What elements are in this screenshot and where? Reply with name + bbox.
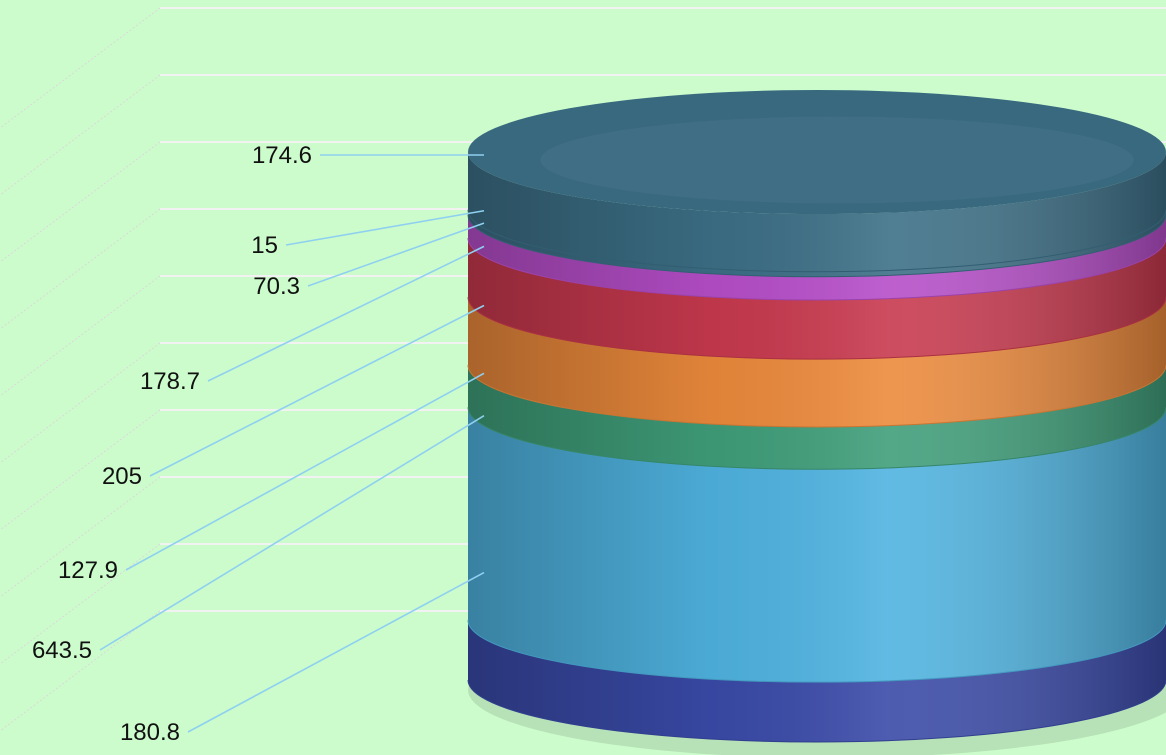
cylinder-segment: [467, 620, 1166, 743]
gridline-diagonal: [0, 342, 161, 464]
leader-line: [207, 245, 485, 382]
data-label: 178.7: [140, 368, 200, 395]
leader-line: [125, 372, 485, 571]
cylinder-top: [468, 90, 1166, 214]
segment-shading: [468, 214, 1166, 300]
segment-rim: [467, 297, 1166, 360]
segment-shading: [468, 152, 1166, 272]
segment-rim: [467, 237, 1166, 301]
cylinder-segment: [467, 407, 1166, 683]
segment-rim: [467, 620, 1166, 683]
segment-rim: [467, 679, 1166, 743]
cylinder-top-highlight: [540, 116, 1134, 204]
gridline-diagonal: [0, 141, 161, 263]
leader-line: [187, 571, 485, 733]
cylinder-segment: [467, 297, 1166, 428]
cylinder-segment: [467, 364, 1166, 470]
data-label: 174.6: [252, 142, 312, 169]
segment-shading: [468, 237, 1166, 360]
cylinder-body: [467, 90, 1166, 755]
data-label: 180.8: [120, 719, 180, 746]
data-labels: 180.8 643.5 127.9 205 178.7 70.3 15 174.6: [32, 142, 485, 746]
cylinder-segment: [467, 237, 1166, 360]
segment-rim: [467, 214, 1166, 278]
data-label: 127.9: [58, 557, 118, 584]
data-label: 205: [102, 463, 142, 490]
segment-shading: [468, 407, 1166, 683]
leader-line: [149, 304, 485, 477]
data-label: 15: [251, 232, 278, 259]
data-label: 70.3: [253, 273, 300, 300]
segment-rim: [467, 364, 1166, 428]
segment-rim: [467, 209, 1166, 273]
leader-line: [285, 209, 485, 246]
gridline-diagonal: [0, 476, 161, 598]
gridline-diagonal: [0, 610, 161, 732]
segment-rim: [467, 407, 1166, 470]
segment-shading: [468, 620, 1166, 742]
cylinder-segment: [467, 209, 1166, 278]
data-label: 643.5: [32, 637, 92, 664]
gridline-diagonal: [0, 208, 161, 330]
segment-shading: [468, 364, 1166, 470]
gridline-diagonal: [0, 409, 161, 531]
gridline-diagonal: [0, 543, 161, 665]
leader-line: [99, 414, 485, 651]
cylinder-segment: [467, 152, 1166, 273]
gridline-diagonal: [0, 275, 161, 397]
cylinder-segment: [467, 214, 1166, 301]
gridline-diagonal: [0, 7, 161, 129]
leader-line: [307, 222, 485, 287]
gridline-diagonal: [0, 74, 161, 196]
segment-shading: [468, 297, 1166, 427]
